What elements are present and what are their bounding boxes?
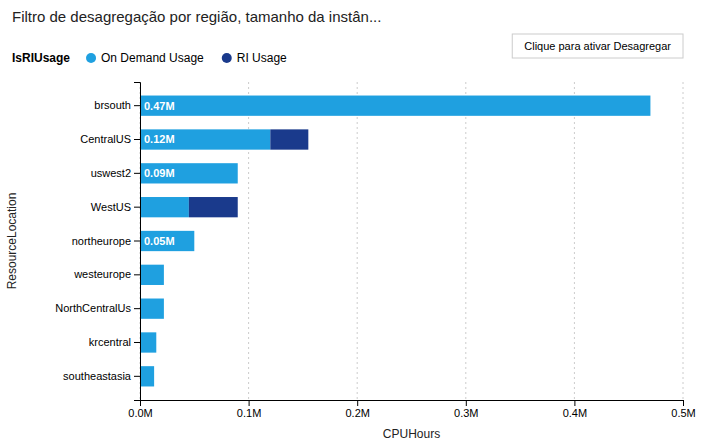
tick: uswest2 <box>91 167 140 179</box>
bar <box>140 299 164 319</box>
legend-entry: RI Usage <box>237 51 287 65</box>
chart: Filtro de desagregação por região, taman… <box>0 0 713 448</box>
tick-label: CentralUS <box>80 133 131 145</box>
tick-mark <box>574 400 575 406</box>
legend-marker <box>222 53 232 63</box>
bar <box>194 231 195 251</box>
tick: southeastasia <box>63 370 140 382</box>
tick-label: krcentral <box>89 336 131 348</box>
bar <box>163 265 164 285</box>
tick-label: NorthCentralUs <box>55 302 131 314</box>
annotation-box <box>512 34 683 58</box>
tick-mark <box>134 376 140 377</box>
tick: 0.3M <box>454 400 478 419</box>
annotation-text: Clique para ativar Desagregar <box>524 40 671 52</box>
tick: northeurope <box>72 235 140 247</box>
tick-label: WestUS <box>91 201 131 213</box>
tick-mark <box>357 400 358 406</box>
tick-label: 0.1M <box>237 407 261 419</box>
title: Filtro de desagregação por região, taman… <box>12 8 381 25</box>
tick: 0.1M <box>237 400 261 419</box>
tick: krcentral <box>89 336 140 348</box>
y-axis: brsouth CentralUS uswest2 WestUS northeurope… <box>55 83 140 401</box>
tick-mark <box>134 241 140 242</box>
tick: 0.4M <box>563 400 587 419</box>
bar <box>140 129 270 149</box>
tick: WestUS <box>91 201 140 213</box>
plot: 0.47M 0.12M 0.09M 0.05M 0.0M 0.1M 0.2M 0.3M 0.4M… <box>5 82 696 441</box>
grid-line <box>357 82 358 400</box>
series <box>140 96 650 387</box>
data-label: 0.05M <box>144 235 175 247</box>
bar <box>140 366 154 386</box>
tick-label: westeurope <box>73 268 131 280</box>
series <box>189 129 308 217</box>
tick: brsouth <box>94 99 140 111</box>
y-axis-title: ResourceLocation <box>5 193 19 290</box>
tick-mark <box>134 342 140 343</box>
tick-mark <box>134 274 140 275</box>
data-label: 0.12M <box>144 133 175 145</box>
tick-mark <box>134 173 140 174</box>
axis-line <box>134 83 141 401</box>
tick-label: 0.3M <box>454 407 478 419</box>
grid-line <box>574 82 575 400</box>
bar <box>189 197 238 217</box>
tick: 0.2M <box>345 400 369 419</box>
tick-label: 0.4M <box>563 407 587 419</box>
tick: CentralUS <box>80 133 140 145</box>
data-label: 0.47M <box>144 100 175 112</box>
tick-label: 0.5M <box>671 407 695 419</box>
bar <box>140 163 238 183</box>
annotation: Clique para ativar Desagregar <box>512 34 683 58</box>
tick: NorthCentralUs <box>55 302 140 314</box>
bar <box>650 96 651 116</box>
bar <box>270 129 308 149</box>
bar <box>154 366 155 386</box>
grid-line <box>683 82 684 400</box>
tick-label: southeastasia <box>63 370 132 382</box>
legend-entry: On Demand Usage <box>101 51 204 65</box>
tick-label: northeurope <box>72 235 131 247</box>
tick-mark <box>683 400 684 406</box>
tick-mark <box>134 105 140 106</box>
tick-label: uswest2 <box>91 167 131 179</box>
bar <box>163 299 164 319</box>
bar <box>140 231 194 251</box>
bar <box>237 163 238 183</box>
bar <box>140 197 189 217</box>
legend: IsRIUsage On Demand Usage RI Usage <box>12 51 287 65</box>
grid <box>140 82 683 400</box>
tick-label: 0.0M <box>128 407 152 419</box>
tick-label: 0.2M <box>345 407 369 419</box>
bar <box>156 332 157 352</box>
data-label: 0.09M <box>144 167 175 179</box>
x-axis: 0.0M 0.1M 0.2M 0.3M 0.4M 0.5M <box>128 400 695 419</box>
tick-mark <box>466 400 467 406</box>
axis-line <box>141 401 684 407</box>
tick-mark <box>134 207 140 208</box>
legend-marker <box>86 53 96 63</box>
x-axis-title: CPUHours <box>383 427 440 441</box>
tick: 0.0M <box>128 400 152 419</box>
legend-title: IsRIUsage <box>12 51 70 65</box>
bar <box>140 265 164 285</box>
tick-label: brsouth <box>94 99 131 111</box>
bar <box>140 332 156 352</box>
tick-mark <box>134 139 140 140</box>
tick: 0.5M <box>671 400 695 419</box>
grid-line <box>465 82 466 400</box>
tick: westeurope <box>73 268 140 280</box>
bars <box>140 96 650 387</box>
data-labels: 0.47M 0.12M 0.09M 0.05M <box>144 100 175 247</box>
bar <box>140 96 650 116</box>
chart-container: Filtro de desagregação por região, taman… <box>0 0 713 448</box>
tick-mark <box>249 400 250 406</box>
tick-mark <box>134 308 140 309</box>
